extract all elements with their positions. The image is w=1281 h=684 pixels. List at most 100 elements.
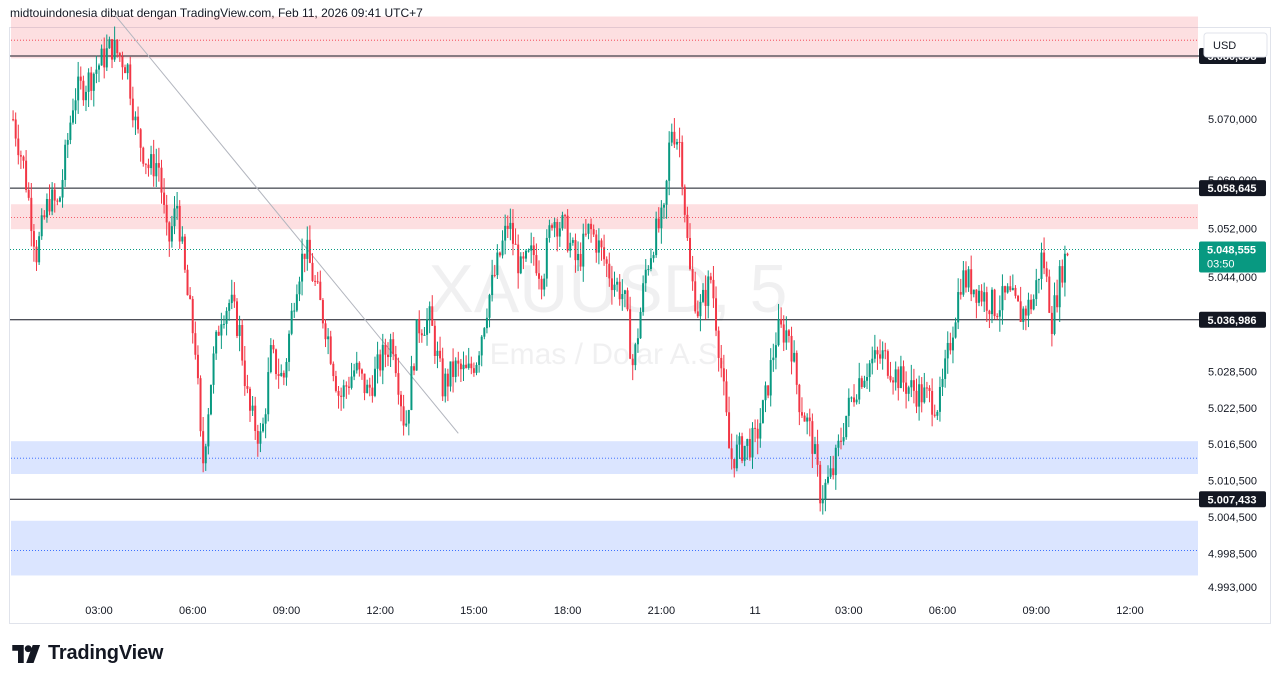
- candle-body: [472, 368, 475, 373]
- candle-down: [308, 225, 311, 264]
- candle-up: [84, 85, 87, 112]
- candle-down: [564, 213, 567, 229]
- candle-up: [491, 259, 494, 302]
- candle-body: [928, 387, 931, 391]
- candle-down: [386, 342, 389, 367]
- candle-up: [858, 362, 861, 405]
- candle-body: [488, 295, 491, 318]
- candle-down: [790, 326, 793, 375]
- candle-body: [441, 358, 444, 397]
- candle-body: [407, 410, 410, 424]
- candle-down: [311, 253, 314, 282]
- candle-body: [806, 417, 809, 422]
- candle-down: [157, 147, 160, 182]
- candle-body: [191, 298, 194, 334]
- candle-down: [535, 243, 538, 276]
- time-axis[interactable]: 03:00 06:00 09:00 12:00 15:00 18:00 21:00 11 03:…: [85, 605, 1144, 617]
- candle-body: [925, 387, 928, 389]
- candle-body: [746, 439, 749, 446]
- candle-body: [543, 278, 546, 290]
- candle-down: [681, 135, 684, 196]
- candle-down: [394, 345, 397, 377]
- symbol-watermark: XAUUSD, 5 Emas / Dolar A.S.: [429, 251, 788, 371]
- candle-down: [626, 287, 629, 312]
- candle-down: [798, 383, 801, 426]
- candle-body: [683, 186, 686, 215]
- candle-body: [660, 207, 663, 229]
- candle-body: [816, 444, 819, 465]
- candle-up: [509, 208, 512, 241]
- candle-up: [553, 217, 556, 238]
- candle-body: [819, 464, 822, 504]
- candle-up: [923, 372, 926, 404]
- candle-up: [1035, 268, 1038, 306]
- candle-body: [894, 369, 897, 383]
- candle-body: [400, 394, 403, 407]
- candle-body: [1004, 286, 1007, 293]
- candle-body: [79, 76, 82, 81]
- candle-body: [780, 319, 783, 325]
- candle-down: [345, 381, 348, 399]
- candle-body: [371, 387, 374, 396]
- watermark-description: Emas / Dolar A.S.: [490, 338, 727, 371]
- candle-down: [988, 309, 991, 328]
- candle-up: [735, 434, 738, 472]
- candle-body: [368, 384, 371, 388]
- currency-label: USD: [1213, 40, 1236, 52]
- candle-up: [1040, 242, 1043, 290]
- candle-up: [847, 388, 850, 428]
- price-axis[interactable]: USD 5.070,000 5.060,000 5.052,000 5.044,000…: [1203, 32, 1268, 594]
- candle-body: [27, 190, 30, 198]
- candle-down: [603, 234, 606, 266]
- candle-down: [629, 296, 632, 360]
- candle-body: [222, 323, 225, 325]
- candle-up: [327, 328, 330, 355]
- candle-down: [246, 374, 249, 394]
- candle-body: [345, 385, 348, 387]
- candle-body: [566, 215, 569, 251]
- candle-body: [787, 330, 790, 336]
- candle-body: [793, 352, 796, 362]
- candle-body: [449, 361, 452, 387]
- candle-body: [540, 278, 543, 290]
- candle-down: [610, 266, 613, 305]
- candle-up: [670, 123, 673, 147]
- candle-body: [275, 349, 278, 375]
- trendline[interactable]: [114, 14, 459, 434]
- candle-up: [621, 279, 624, 311]
- candle-body: [725, 381, 728, 413]
- currency-button[interactable]: [1203, 32, 1268, 58]
- candle-body: [618, 281, 621, 300]
- level-price-tag: [1199, 180, 1266, 197]
- candle-up: [938, 376, 941, 422]
- candle-body: [178, 205, 181, 242]
- candle-body: [436, 350, 439, 356]
- tradingview-logo[interactable]: TradingView: [12, 642, 163, 665]
- level-price-label: 5.036,986: [1208, 315, 1257, 327]
- price-tick-label: 5.028,500: [1208, 366, 1257, 378]
- candle-body: [428, 306, 431, 320]
- candle-up: [962, 260, 965, 297]
- candle-body: [702, 289, 705, 302]
- candle-down: [256, 424, 259, 457]
- candle-up: [176, 191, 179, 220]
- candle-body: [56, 200, 59, 202]
- candle-up: [230, 279, 233, 310]
- candle-up: [267, 357, 270, 422]
- candle-down: [532, 236, 535, 266]
- candle-body: [485, 317, 488, 329]
- candle-down: [233, 282, 236, 308]
- candle-body: [35, 246, 38, 263]
- candle-up: [45, 193, 48, 223]
- candle-body: [800, 412, 803, 416]
- candle-down: [32, 224, 35, 262]
- candle-up: [444, 368, 447, 403]
- candle-body: [207, 414, 210, 447]
- candle-body: [402, 406, 405, 426]
- candle-up: [280, 364, 283, 377]
- candle-body: [824, 482, 827, 500]
- candle-body: [993, 289, 996, 317]
- candle-up: [423, 327, 426, 336]
- candle-down: [1045, 261, 1048, 283]
